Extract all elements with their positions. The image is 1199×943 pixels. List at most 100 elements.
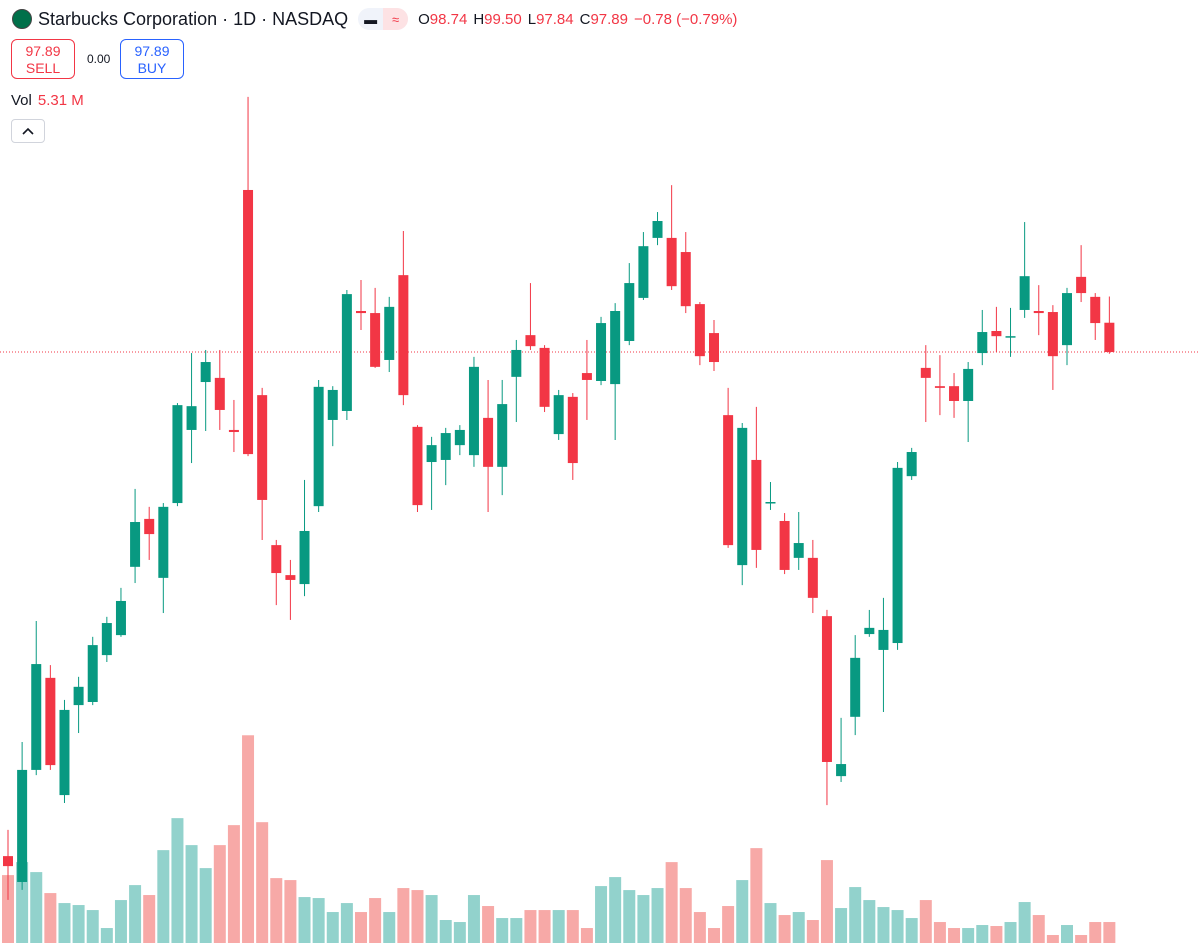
candle-body xyxy=(73,686,84,706)
volume-bar xyxy=(453,922,466,943)
volume-bar xyxy=(679,888,692,943)
header: Starbucks Corporation · 1D · NASDAQ ▬ ≈ O… xyxy=(12,8,743,30)
label: 97.89 xyxy=(134,43,170,59)
candle-body xyxy=(836,764,847,777)
candle-body xyxy=(864,627,875,635)
buy-button[interactable]: 97.89 BUY xyxy=(120,39,184,79)
label: H xyxy=(473,10,485,28)
candle-body xyxy=(257,395,268,500)
volume-bar xyxy=(185,845,198,943)
volume-bar xyxy=(270,878,283,943)
volume-bar xyxy=(778,915,791,943)
candle-body xyxy=(694,304,705,357)
volume-bar xyxy=(171,818,184,943)
volume-bar xyxy=(284,880,297,943)
candle-body xyxy=(497,404,508,467)
volume-bar xyxy=(411,890,424,943)
volume-bar xyxy=(962,928,975,943)
volume-bar xyxy=(708,928,720,943)
volume-bar xyxy=(242,735,255,943)
candle-body xyxy=(384,306,395,360)
candle-body xyxy=(821,616,832,762)
volume-bar xyxy=(482,906,495,943)
volume-bar xyxy=(298,897,311,943)
volume-bar xyxy=(820,860,833,943)
volume-bar xyxy=(877,907,890,943)
volume-bar xyxy=(129,885,142,943)
volume-bar xyxy=(933,922,946,943)
candle-body xyxy=(1104,322,1115,353)
candle-body xyxy=(596,323,607,381)
sell-button[interactable]: 97.89 SELL xyxy=(11,39,75,79)
candle-body xyxy=(214,377,225,410)
volume-bar xyxy=(792,912,805,943)
candle-body xyxy=(172,405,183,504)
volume-bar xyxy=(552,910,565,943)
candle-body xyxy=(850,657,861,717)
volume-bar xyxy=(1046,935,1059,943)
candle-body xyxy=(186,406,197,430)
volume-bar xyxy=(383,912,396,943)
candle-body xyxy=(737,427,748,566)
label: 99.50 xyxy=(484,10,522,28)
open: O98.74 xyxy=(418,11,467,28)
volume-bar xyxy=(736,880,749,943)
candle-body xyxy=(1047,312,1058,357)
candle-body xyxy=(1033,311,1044,314)
volume-bar xyxy=(764,903,777,943)
label: 5.31 M xyxy=(37,92,84,109)
volume-bar xyxy=(835,908,848,943)
volume-bar xyxy=(397,888,410,943)
volume-bar xyxy=(143,895,156,943)
candle-body xyxy=(398,275,409,396)
volume-bar xyxy=(256,822,269,943)
candle-body xyxy=(723,415,734,546)
indicator-toggle[interactable]: ▬ ≈ xyxy=(358,8,409,30)
candle-body xyxy=(878,629,889,650)
candle-body xyxy=(793,543,804,558)
candle-body xyxy=(299,530,310,585)
candle-body xyxy=(765,502,776,504)
candle-body xyxy=(906,452,917,477)
close: C97.89 xyxy=(580,11,628,28)
volume-bar xyxy=(905,918,918,943)
collapse-button[interactable] xyxy=(11,119,45,143)
candle-body xyxy=(610,311,621,385)
candle-body xyxy=(666,237,677,287)
candle-body xyxy=(963,368,974,401)
volume-bar xyxy=(100,928,113,943)
candle-body xyxy=(370,313,381,367)
label: BUY xyxy=(137,60,167,76)
volume-bar xyxy=(1075,935,1088,943)
symbol[interactable]: Starbucks Corporation · 1D · NASDAQ xyxy=(38,8,349,29)
candle-body xyxy=(553,395,564,435)
volume-bar xyxy=(651,888,664,943)
candle-body xyxy=(356,311,366,314)
candle-body xyxy=(1090,296,1101,324)
candle-body xyxy=(228,429,239,433)
volume-bar xyxy=(1103,922,1116,943)
label: SELL xyxy=(25,60,61,76)
candle-body xyxy=(327,389,338,420)
label: L xyxy=(527,10,537,28)
candle-body xyxy=(892,467,903,644)
volume-bar xyxy=(566,910,579,943)
spread: 0.00 xyxy=(87,52,111,66)
volume-bar xyxy=(496,918,509,943)
volume-bar xyxy=(340,903,353,943)
volume-bar xyxy=(425,895,438,943)
volume-bar xyxy=(1032,915,1045,943)
candle-body xyxy=(807,557,818,598)
candle-body xyxy=(31,664,42,770)
candle-body xyxy=(3,856,13,867)
volume-bar xyxy=(538,910,551,943)
candle-body xyxy=(511,349,522,377)
volume-bar xyxy=(948,928,961,943)
candle-body xyxy=(949,386,960,401)
high: H99.50 xyxy=(473,11,521,28)
low: L97.84 xyxy=(528,11,574,28)
candle-body xyxy=(412,426,423,506)
candle-body xyxy=(652,221,663,238)
volume-bar xyxy=(467,895,480,943)
